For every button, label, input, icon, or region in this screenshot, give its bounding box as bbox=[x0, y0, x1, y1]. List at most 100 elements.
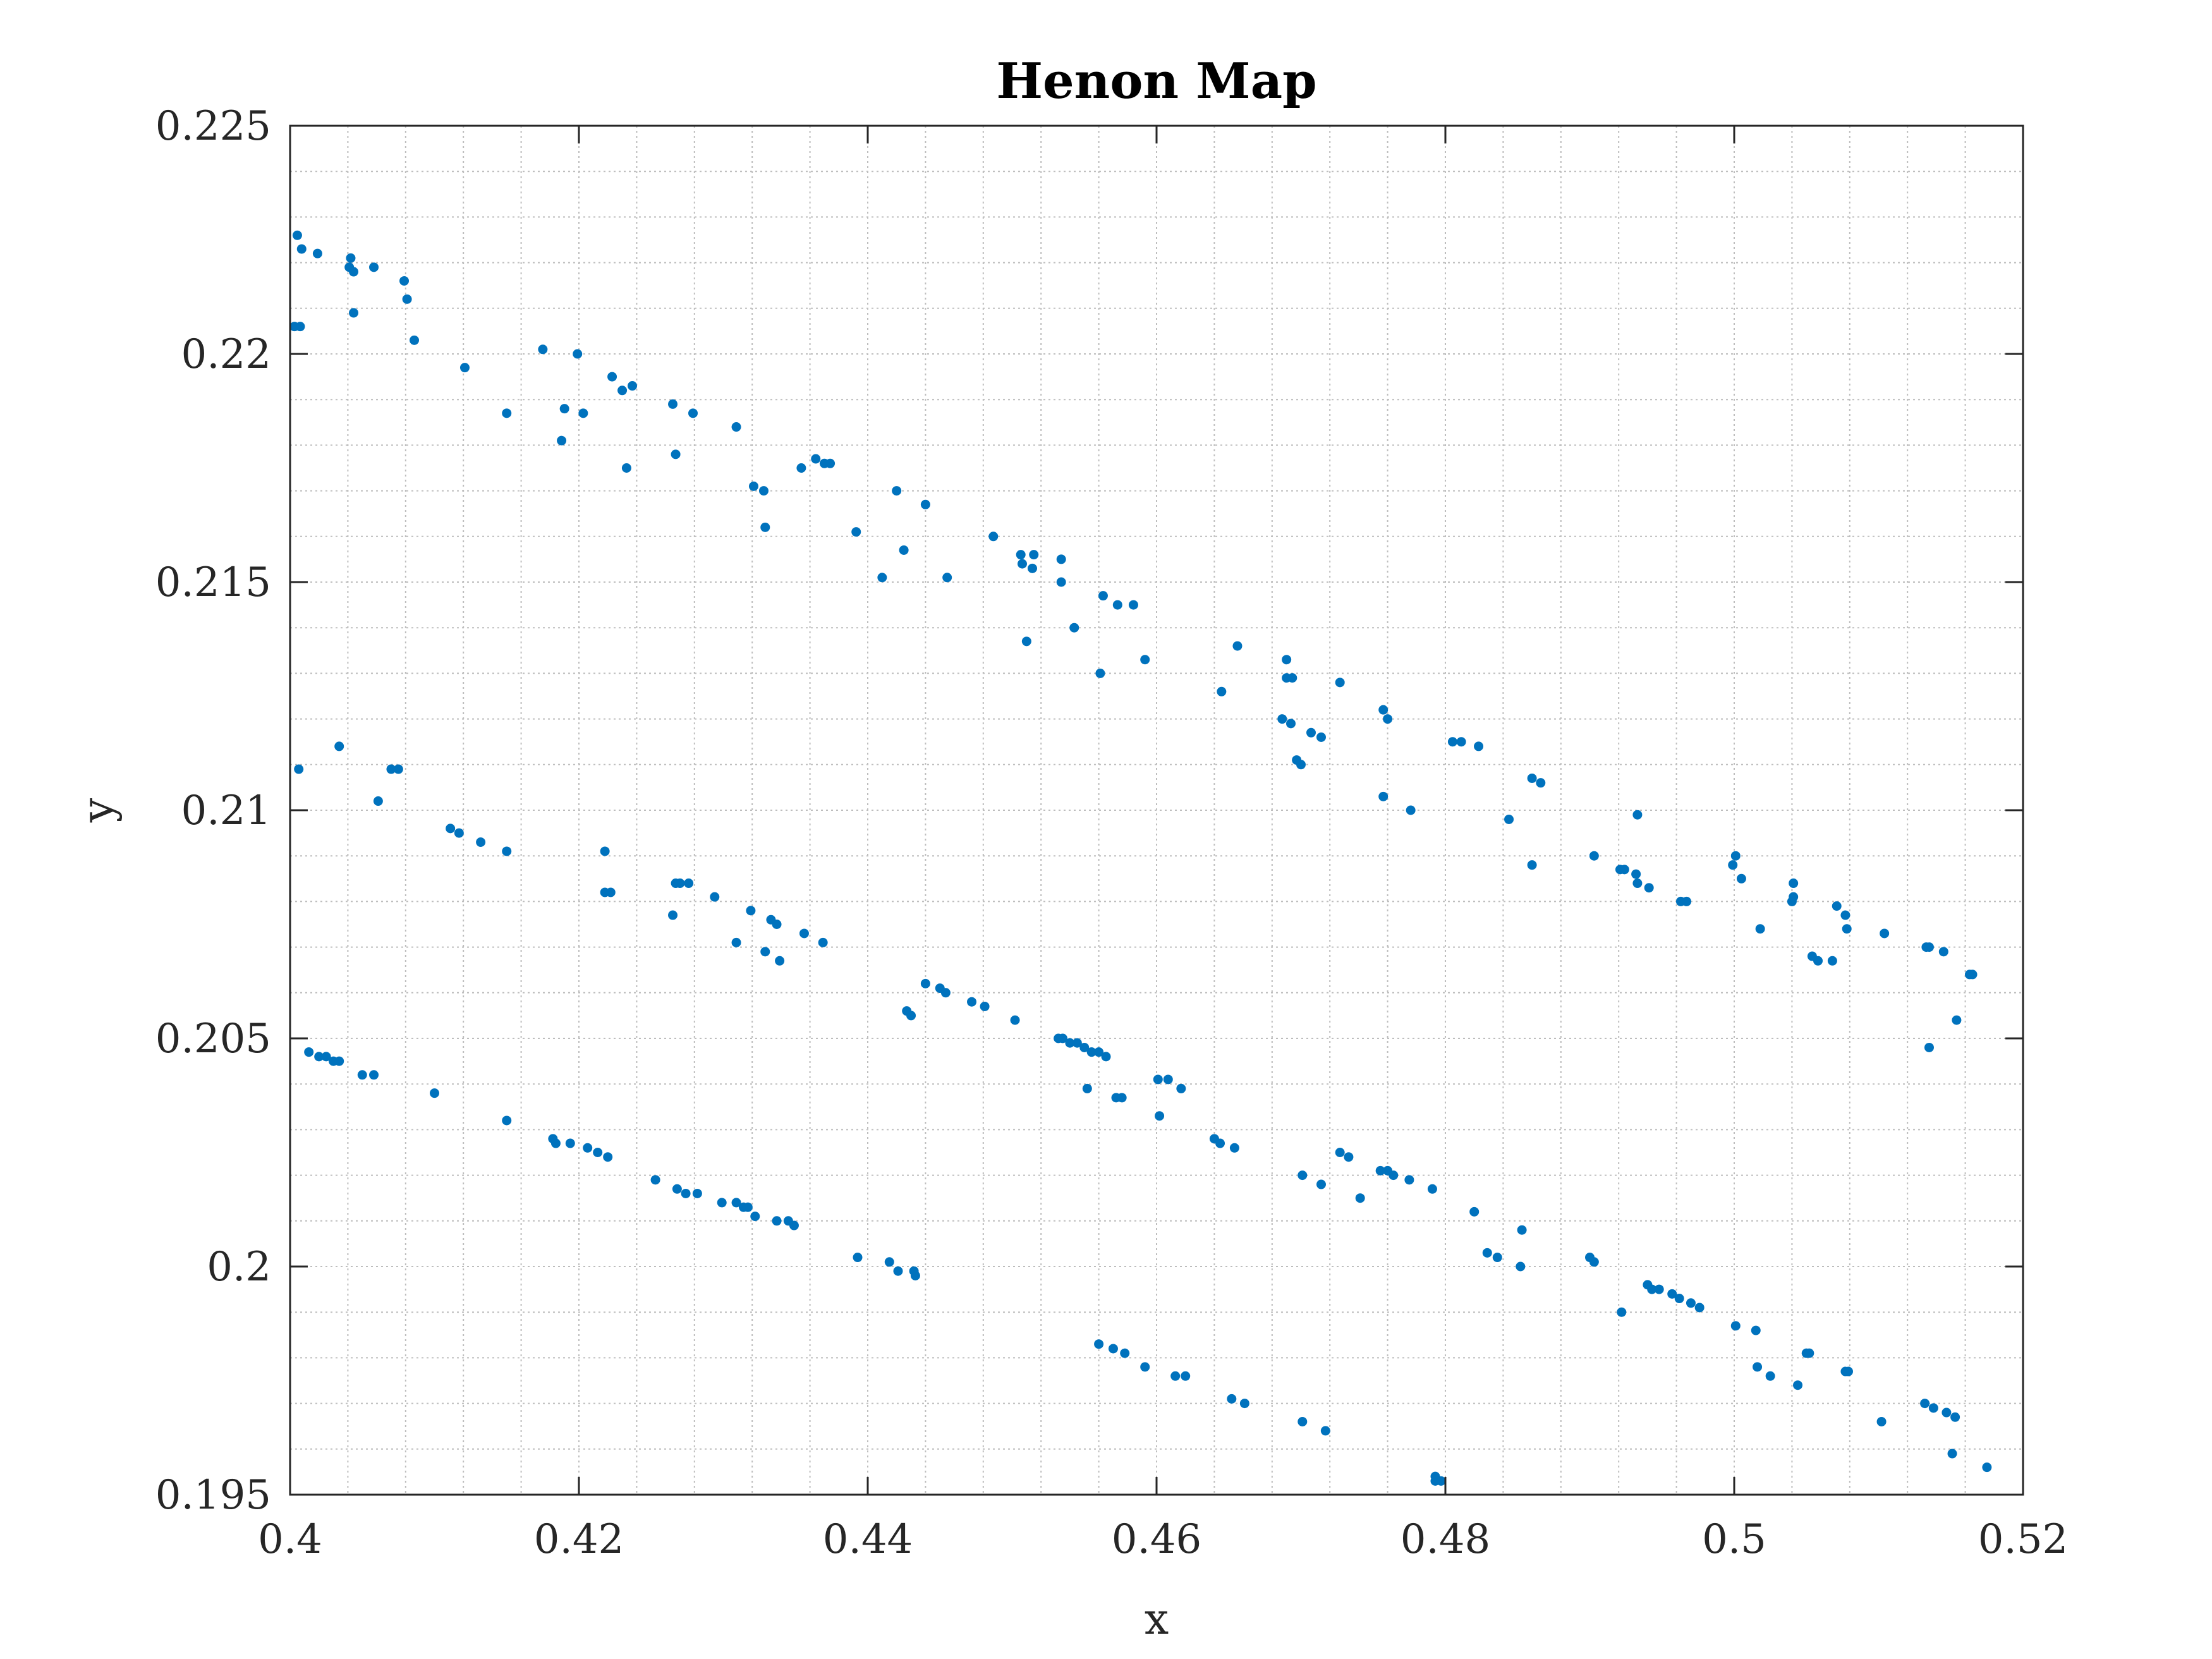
data-point bbox=[1647, 1284, 1657, 1294]
data-point bbox=[772, 1216, 782, 1226]
data-point bbox=[402, 294, 412, 304]
data-point bbox=[1880, 928, 1890, 939]
data-point bbox=[1404, 1175, 1414, 1185]
data-point bbox=[1383, 714, 1393, 724]
data-point bbox=[1029, 550, 1039, 560]
data-point bbox=[1832, 901, 1842, 911]
data-point bbox=[1297, 1416, 1308, 1426]
data-point bbox=[672, 1184, 682, 1194]
data-point bbox=[1492, 1253, 1502, 1263]
data-point bbox=[1155, 1111, 1165, 1121]
data-point bbox=[1942, 1407, 1952, 1418]
data-point bbox=[476, 837, 486, 848]
data-point bbox=[1021, 636, 1031, 647]
data-point bbox=[1108, 1344, 1118, 1354]
data-point bbox=[1079, 1042, 1090, 1052]
data-point bbox=[1787, 896, 1797, 906]
data-point bbox=[1632, 810, 1643, 820]
data-point bbox=[1632, 878, 1643, 889]
data-point bbox=[593, 1148, 603, 1157]
data-point bbox=[583, 1143, 593, 1153]
data-point bbox=[988, 532, 999, 542]
data-point bbox=[459, 363, 470, 373]
data-point bbox=[851, 527, 861, 537]
data-point bbox=[748, 481, 758, 491]
data-point bbox=[1436, 1476, 1446, 1486]
data-point bbox=[1101, 1052, 1111, 1062]
data-point bbox=[1827, 956, 1837, 966]
data-point bbox=[1694, 1303, 1705, 1313]
data-point bbox=[1751, 1325, 1761, 1335]
data-point bbox=[731, 422, 741, 432]
data-point bbox=[1098, 591, 1108, 601]
data-point bbox=[294, 764, 304, 774]
data-point bbox=[893, 1266, 903, 1276]
x-tick-label: 0.52 bbox=[1978, 1516, 2069, 1563]
data-point bbox=[1755, 924, 1765, 934]
data-point bbox=[1765, 1371, 1775, 1381]
data-point bbox=[292, 230, 302, 240]
data-point bbox=[607, 372, 617, 382]
data-point bbox=[920, 978, 930, 988]
data-point bbox=[1072, 1038, 1082, 1048]
data-point bbox=[1069, 623, 1079, 633]
data-point bbox=[349, 267, 359, 277]
data-point bbox=[1516, 1261, 1526, 1272]
data-point bbox=[346, 253, 356, 263]
data-point bbox=[628, 381, 638, 391]
data-point bbox=[1153, 1074, 1163, 1085]
data-point bbox=[1876, 1416, 1887, 1426]
data-point bbox=[940, 988, 951, 998]
data-point bbox=[1920, 1399, 1930, 1409]
data-point bbox=[1227, 1394, 1237, 1404]
data-point bbox=[373, 796, 383, 806]
data-point bbox=[1667, 1289, 1677, 1299]
data-point bbox=[750, 1212, 760, 1222]
data-point bbox=[681, 1188, 691, 1198]
data-point bbox=[1686, 1298, 1696, 1308]
data-point bbox=[853, 1253, 863, 1263]
data-point bbox=[899, 545, 909, 555]
data-point bbox=[1730, 1321, 1741, 1331]
data-point bbox=[1232, 641, 1243, 651]
data-point bbox=[1287, 673, 1297, 683]
data-point bbox=[1674, 1294, 1684, 1304]
data-point bbox=[1316, 1179, 1326, 1189]
scatter-points bbox=[289, 230, 1992, 1486]
data-point bbox=[430, 1088, 439, 1098]
data-point bbox=[502, 1115, 512, 1126]
data-point bbox=[393, 764, 403, 774]
x-axis-label: x bbox=[1145, 1595, 1169, 1644]
data-point bbox=[1589, 1257, 1599, 1267]
x-tick-labels: 0.4 0.42 0.44 0.46 0.48 0.5 0.52 bbox=[258, 1516, 2068, 1563]
data-point bbox=[603, 1152, 613, 1162]
y-tick-label: 0.205 bbox=[155, 1016, 271, 1062]
data-point bbox=[1730, 851, 1741, 861]
data-point bbox=[1306, 727, 1316, 738]
data-point bbox=[731, 937, 741, 947]
data-point bbox=[304, 1047, 314, 1057]
data-point bbox=[1027, 563, 1037, 573]
data-point bbox=[1389, 1170, 1399, 1181]
data-point bbox=[772, 920, 782, 929]
data-point bbox=[1789, 878, 1799, 889]
data-point bbox=[980, 1001, 990, 1011]
data-point bbox=[1128, 600, 1138, 610]
data-point bbox=[573, 349, 583, 359]
data-point bbox=[578, 408, 588, 418]
data-point bbox=[1239, 1399, 1249, 1409]
data-point bbox=[1057, 1033, 1067, 1043]
data-point bbox=[1335, 1148, 1345, 1157]
data-point bbox=[1016, 550, 1026, 560]
data-point bbox=[314, 1052, 324, 1062]
x-tick-label: 0.42 bbox=[534, 1516, 624, 1563]
data-point bbox=[557, 435, 567, 446]
data-point bbox=[789, 1220, 799, 1231]
data-point bbox=[1644, 883, 1654, 893]
data-point bbox=[1447, 737, 1457, 747]
data-point bbox=[1296, 760, 1306, 770]
data-point bbox=[321, 1052, 331, 1062]
data-point bbox=[1355, 1193, 1365, 1203]
chart-title: Henon Map bbox=[996, 52, 1316, 110]
